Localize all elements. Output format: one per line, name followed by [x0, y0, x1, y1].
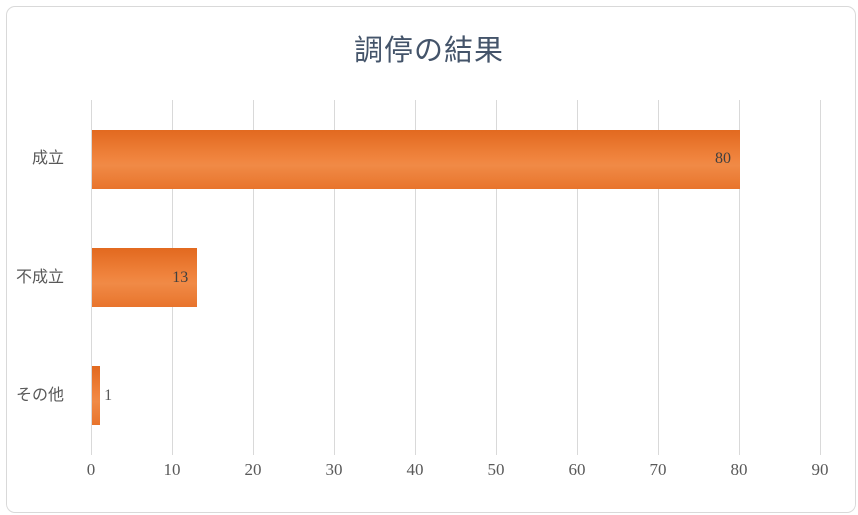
gridline-x-30 — [334, 100, 335, 455]
category-label-その他: その他 — [15, 386, 64, 404]
gridline-x-0 — [91, 100, 92, 455]
x-axis-tick-label: 90 — [811, 460, 829, 479]
data-label-不成立: 13 — [172, 268, 189, 286]
chart-title: 調停の結果 — [353, 35, 504, 67]
gridline-x-20 — [253, 100, 254, 455]
x-axis-tick-label: 30 — [325, 460, 343, 479]
category-label-成立: 成立 — [31, 150, 64, 168]
bar-その他 — [92, 366, 101, 426]
bar-成立 — [92, 129, 740, 189]
gridline-x-40 — [415, 100, 416, 455]
gridline-x-70 — [658, 100, 659, 455]
x-axis-tick-label: 50 — [487, 460, 505, 479]
x-axis-tick-label: 60 — [568, 460, 586, 479]
category-label-不成立: 不成立 — [15, 268, 64, 286]
gridline-x-60 — [577, 100, 578, 455]
data-label-その他: 1 — [104, 386, 113, 404]
data-label-成立: 80 — [715, 150, 731, 168]
gridline-x-80 — [739, 100, 740, 455]
gridline-x-90 — [820, 100, 821, 455]
bar-不成立 — [92, 248, 198, 307]
gridline-x-50 — [496, 100, 497, 455]
x-axis-tick-label: 40 — [406, 460, 424, 479]
x-axis-tick-label: 70 — [649, 460, 667, 479]
x-axis-tick-label: 10 — [163, 460, 181, 479]
x-axis-tick-label: 0 — [86, 460, 96, 479]
x-axis-tick-label: 20 — [244, 460, 262, 479]
x-axis-tick-label: 80 — [730, 460, 748, 479]
